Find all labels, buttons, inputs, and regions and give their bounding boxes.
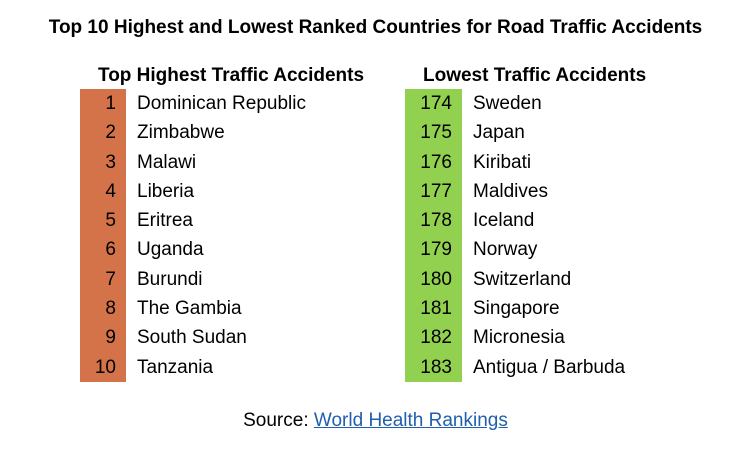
rank-number: 5 [105, 210, 116, 232]
rank-number: 174 [420, 93, 452, 114]
highest-list-item: 2 Zimbabwe [80, 118, 380, 147]
lowest-list-item: 181 Singapore [405, 294, 725, 323]
rank-number: 183 [420, 356, 452, 378]
country-name: Switzerland [473, 268, 572, 290]
rank-number: 181 [420, 298, 452, 320]
highest-column-header: Top Highest Traffic Accidents [98, 65, 365, 86]
country-name: Kiribati [473, 151, 532, 173]
country-name: Tanzania [137, 356, 214, 378]
country-name: Malawi [137, 151, 197, 173]
country-name: Zimbabwe [137, 122, 225, 144]
rank-number: 9 [105, 327, 116, 349]
lowest-list-item: 183 Antigua / Barbuda [405, 353, 725, 382]
rank-number: 179 [420, 239, 452, 261]
highest-list-item: 4 Liberia [80, 177, 380, 206]
rank-number: 4 [105, 180, 116, 202]
country-name: Uganda [137, 239, 204, 261]
rank-number: 176 [420, 151, 452, 173]
rank-number: 3 [105, 151, 116, 173]
lowest-country-list: 174 Sweden 175 Japan 176 Kiribati 177 Maldiv… [405, 89, 725, 382]
country-name: Antigua / Barbuda [473, 356, 626, 378]
lowest-list-item: 180 Switzerland [405, 265, 725, 294]
highest-list-item: 6 Uganda [80, 235, 380, 264]
country-name: Eritrea [137, 210, 193, 232]
lowest-list-item: 175 Japan [405, 118, 725, 147]
rank-number: 6 [105, 239, 116, 261]
source-label: Source: [243, 410, 314, 431]
country-name: Sweden [473, 93, 542, 114]
rank-number: 10 [94, 356, 116, 378]
rank-number: 182 [420, 327, 452, 349]
highest-list-item: 7 Burundi [80, 265, 380, 294]
highest-list-item: 8 The Gambia [80, 294, 380, 323]
lowest-list-item: 179 Norway [405, 235, 725, 264]
country-name: The Gambia [137, 298, 242, 320]
country-name: Norway [473, 239, 538, 261]
highest-rank-bar [80, 89, 126, 382]
country-name: Iceland [473, 210, 535, 232]
lowest-rank-bar [405, 89, 462, 382]
country-name: Japan [473, 122, 525, 144]
page-title: Top 10 Highest and Lowest Ranked Countri… [48, 17, 703, 38]
highest-list-item: 5 Eritrea [80, 206, 380, 235]
rank-number: 2 [105, 122, 116, 144]
rank-number: 1 [105, 93, 116, 114]
rank-number: 7 [105, 268, 116, 290]
lowest-list-item: 176 Kiribati [405, 148, 725, 177]
rank-number: 178 [420, 210, 452, 232]
country-name: Liberia [137, 180, 195, 202]
lowest-list-item: 182 Micronesia [405, 323, 725, 352]
highest-list-item: 9 South Sudan [80, 323, 380, 352]
country-name: Dominican Republic [137, 93, 306, 114]
lowest-list-item: 178 Iceland [405, 206, 725, 235]
rank-number: 180 [420, 268, 452, 290]
rank-number: 8 [105, 298, 116, 320]
lowest-list-item: 177 Maldives [405, 177, 725, 206]
rank-number: 175 [420, 122, 452, 144]
country-name: Singapore [473, 298, 560, 320]
country-name: Burundi [137, 268, 203, 290]
country-name: South Sudan [137, 327, 247, 349]
source-link[interactable]: World Health Rankings [313, 410, 508, 431]
lowest-column-header: Lowest Traffic Accidents [423, 65, 647, 86]
rank-number: 177 [420, 180, 452, 202]
highest-list-item: 10 Tanzania [80, 353, 380, 382]
source-line: Source: World Health Rankings [0, 407, 751, 435]
highest-list-item: 3 Malawi [80, 148, 380, 177]
highest-list-item: 1 Dominican Republic [80, 89, 380, 118]
country-name: Micronesia [473, 327, 565, 349]
lowest-list-item: 174 Sweden [405, 89, 725, 118]
country-name: Maldives [473, 180, 548, 202]
